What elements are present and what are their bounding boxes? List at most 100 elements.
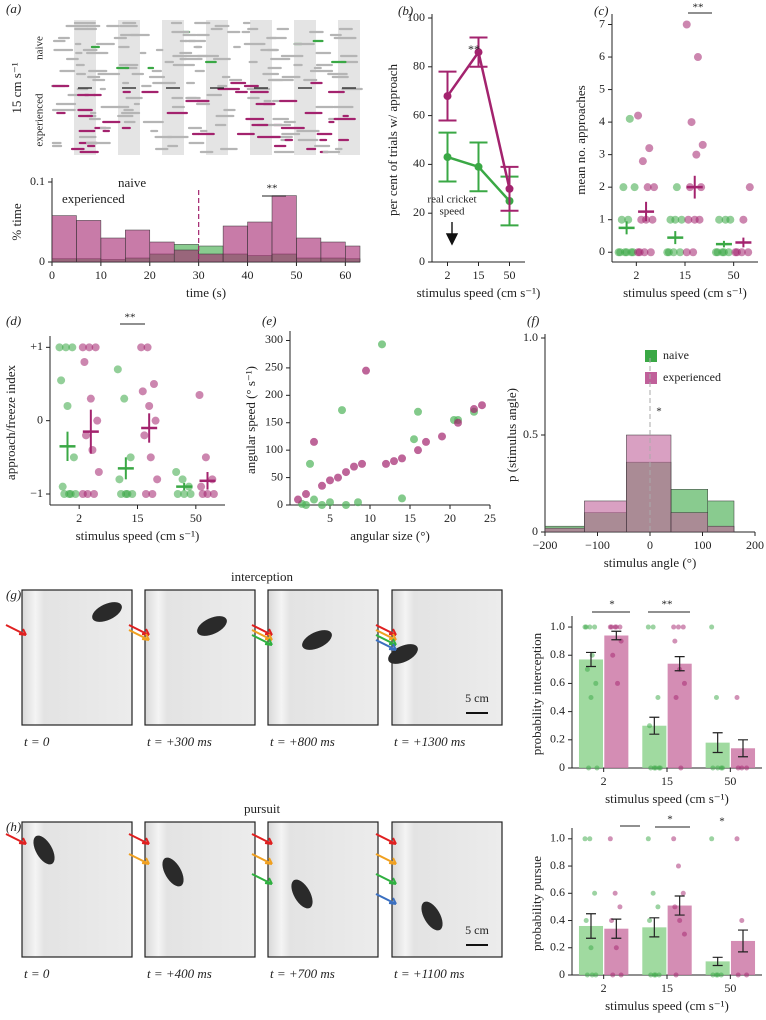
data-point [201, 453, 210, 462]
data-point [613, 624, 619, 630]
panel-label: (g) [6, 587, 21, 602]
scatter-point [310, 495, 318, 504]
annotation: * [719, 816, 725, 828]
scatter-point [358, 459, 366, 468]
data-point [143, 343, 152, 352]
data-point [186, 490, 195, 498]
x-tick-label: 25 [484, 511, 496, 525]
y-tick-label: 0.1 [30, 174, 45, 188]
y-tick-label: 0 [532, 524, 538, 538]
arrow [128, 629, 150, 641]
scatter-point [338, 406, 346, 415]
data-point [713, 695, 719, 701]
y-tick-label: 20 [413, 205, 425, 219]
scatter-point [382, 459, 390, 468]
data-point [653, 972, 659, 978]
scatter-point [302, 490, 310, 499]
x-tick-label: 2 [601, 774, 607, 788]
x-tick-label: 15 [473, 268, 485, 282]
y-tick-label: 80 [413, 59, 425, 73]
scatter-point [398, 454, 406, 463]
data-point [715, 215, 724, 224]
histogram-bar [271, 195, 297, 263]
arrow [375, 873, 397, 885]
frame-time: t = +400 ms [147, 966, 212, 981]
data-point [149, 380, 158, 388]
data-point [619, 183, 628, 192]
data-point [677, 215, 686, 224]
arrow [375, 853, 397, 865]
data-point [634, 111, 643, 120]
data-point [69, 453, 78, 462]
frame-time: t = 0 [24, 734, 50, 749]
y-tick-label: 0 [419, 254, 425, 268]
error-bar [712, 732, 723, 754]
histogram-bar [76, 220, 102, 263]
data-point [583, 918, 589, 924]
y-tick-label: 1 [599, 211, 605, 225]
data-point [650, 890, 656, 896]
data-point [689, 248, 698, 257]
y-tick-label: 2 [599, 179, 605, 193]
data-point [78, 490, 87, 498]
data-point [587, 836, 593, 842]
data-point [698, 140, 707, 149]
arrow [5, 833, 27, 845]
video-frame [267, 589, 379, 726]
data-point [646, 248, 655, 257]
x-axis-label: angular size (°) [350, 528, 430, 543]
data-point [586, 765, 592, 771]
data-point [635, 248, 644, 257]
x-tick-label: 15 [661, 774, 673, 788]
data-point [687, 118, 696, 127]
data-point [672, 904, 678, 910]
y-tick-label: 0.8 [550, 858, 565, 872]
frame-time: t = +1300 ms [394, 734, 465, 749]
data-point [713, 248, 722, 257]
y-tick-label: 0 [559, 967, 565, 981]
x-tick-label: 0 [49, 268, 55, 282]
data-point [648, 215, 657, 224]
histogram-bar [247, 221, 273, 263]
data-point [719, 248, 728, 257]
data-point [610, 652, 616, 658]
data-point [744, 972, 750, 978]
y-axis-label: p (stimulus angle) [504, 388, 519, 482]
data-point [612, 890, 618, 896]
frame-time: t = +300 ms [147, 734, 212, 749]
data-point [681, 680, 687, 686]
x-tick-label: −200 [533, 538, 558, 552]
data-point [625, 114, 634, 123]
data-point [126, 453, 135, 462]
data-point [653, 765, 659, 771]
mouse [421, 901, 443, 931]
video-frame [144, 589, 256, 726]
data-point [592, 890, 598, 896]
panel-label: (b) [398, 3, 413, 18]
annotation: * [609, 599, 615, 611]
strip-title: interception [231, 569, 294, 584]
data-point [710, 765, 716, 771]
data-point [584, 666, 590, 672]
data-point [617, 624, 623, 630]
data-point [86, 394, 95, 403]
data-point [90, 490, 99, 498]
mouse [33, 835, 55, 865]
error-bar [738, 929, 748, 953]
data-point [675, 863, 681, 869]
y-axis-label: probability interception [529, 632, 544, 755]
data-point [744, 765, 750, 771]
y-tick-label: 5 [599, 81, 605, 95]
arrow [251, 853, 273, 865]
x-tick-label: 50 [724, 774, 736, 788]
data-point [589, 972, 595, 978]
scatter-point [326, 476, 334, 485]
y-tick-label: 150 [265, 414, 283, 428]
data-point [676, 248, 685, 257]
histogram-bar [100, 237, 126, 263]
legend-swatch [645, 372, 657, 384]
data-point [617, 215, 626, 224]
bar [667, 663, 692, 768]
data-point [57, 376, 66, 385]
scatter-point [438, 432, 446, 441]
